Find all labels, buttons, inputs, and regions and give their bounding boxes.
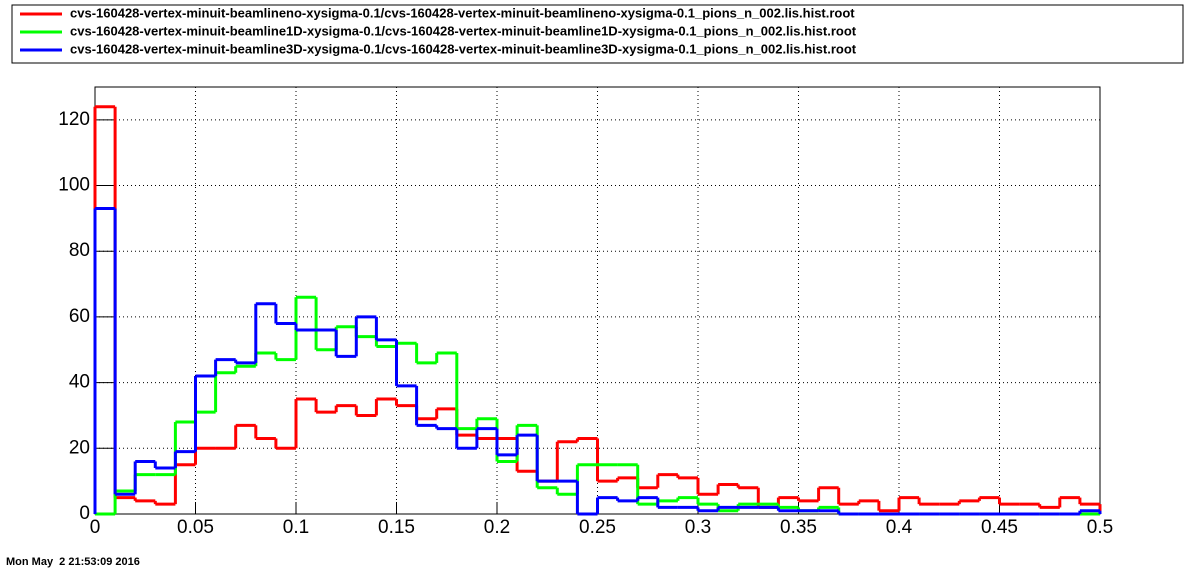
x-tick-label: 0.5 (1087, 517, 1113, 538)
y-tick-label: 20 (69, 437, 90, 458)
legend-label: cvs-160428-vertex-minuit-beamline1D-xysi… (70, 23, 857, 38)
x-tick-label: 0.3 (685, 517, 711, 538)
x-tick-label: 0.45 (981, 517, 1018, 538)
x-tick-label: 0.1 (283, 517, 309, 538)
x-tick-label: 0.05 (177, 517, 214, 538)
y-tick-label: 120 (58, 109, 90, 130)
y-tick-label: 0 (79, 503, 90, 524)
legend-label: cvs-160428-vertex-minuit-beamline3D-xysi… (70, 41, 857, 56)
x-tick-label: 0.2 (484, 517, 510, 538)
y-tick-label: 100 (58, 175, 90, 196)
y-tick-label: 60 (69, 306, 90, 327)
legend-box (11, 4, 1184, 64)
date-stamp: Mon May 2 21:53:09 2016 (6, 556, 140, 568)
x-tick-label: 0.15 (378, 517, 415, 538)
x-tick-label: 0.35 (780, 517, 817, 538)
x-tick-label: 0 (90, 517, 101, 538)
legend-label: cvs-160428-vertex-minuit-beamlineno-xysi… (70, 5, 855, 20)
y-tick-label: 80 (69, 240, 90, 261)
x-tick-label: 0.25 (579, 517, 616, 538)
x-tick-label: 0.4 (886, 517, 913, 538)
y-tick-label: 40 (69, 372, 90, 393)
